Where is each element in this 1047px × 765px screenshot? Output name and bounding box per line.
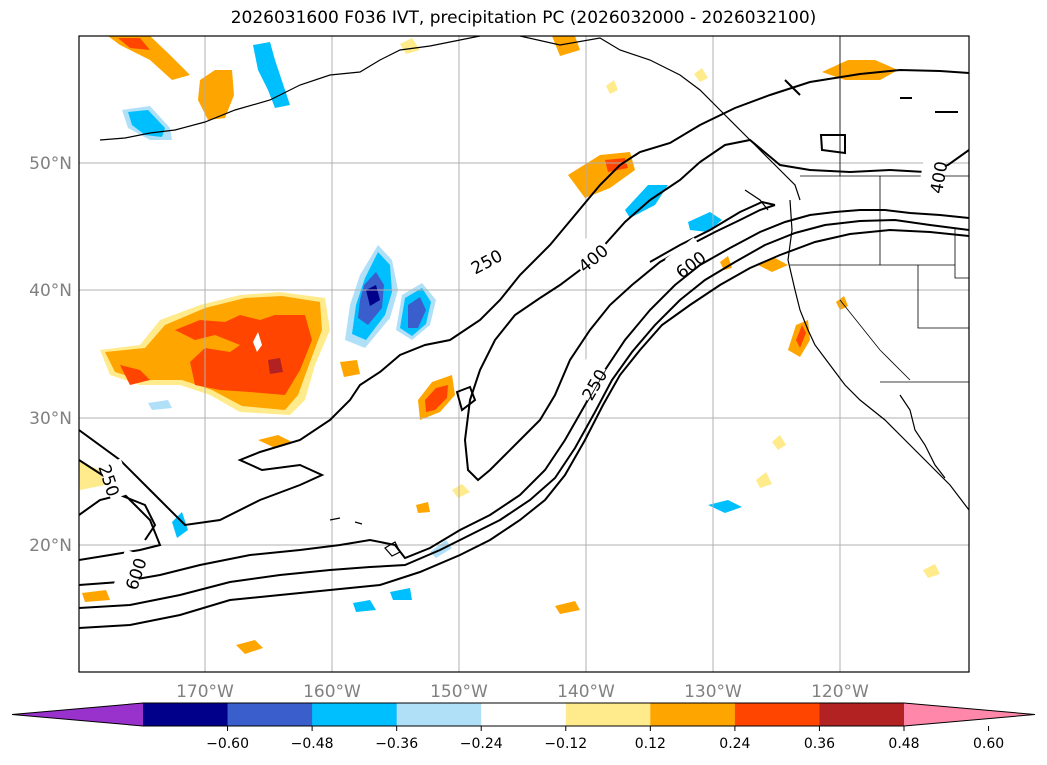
precip-blob-small-56n: [606, 80, 618, 94]
precip-blob-nw: [108, 36, 190, 80]
precip-blob-large-west-hole: [253, 332, 262, 352]
colorbar-segment: [396, 703, 482, 726]
precip-blob-orange-mid: [340, 360, 360, 377]
precip-blob-ne-north: [552, 36, 580, 56]
lon-label-130w: 130°W: [684, 682, 742, 702]
colorbar-tick-label: −0.36: [375, 736, 418, 752]
colorbar-segment: [312, 703, 398, 726]
precip-blob-orange-small-3: [416, 502, 430, 513]
precip-blob-coast-38n-core: [796, 325, 806, 348]
colorbar-segment: [481, 703, 567, 726]
colorbar-segment: [227, 703, 313, 726]
lon-label-160w: 160°W: [303, 682, 361, 702]
precip-blob-blue-n2-core: [128, 110, 165, 137]
lat-label-50n: 50°N: [29, 154, 72, 174]
precip-blob-small-25n: [756, 472, 772, 488]
colorbar-segment: [650, 703, 736, 726]
precip-blob-nw-core: [118, 38, 150, 50]
colorbar: −0.60 −0.48 −0.36 −0.24 −0.12 0.12 0.24 0.36 0.4…: [11, 702, 1036, 752]
precip-blob-blue-23n: [708, 500, 742, 513]
precip-blob-blue-40n-b-3: [408, 297, 426, 328]
precip-blob-blue-small-4: [390, 588, 412, 600]
precip-blob-blue-small-1: [148, 400, 172, 410]
colorbar-extend-max: [904, 703, 1035, 726]
precip-blob-orange-small-2: [452, 484, 470, 498]
colorbar-segment: [734, 703, 820, 726]
precip-blob-orange-small-6: [555, 601, 580, 614]
ivt-contour-600: [79, 209, 969, 586]
lat-label-40n: 40°N: [29, 281, 72, 301]
precip-blob-coast-42n: [758, 258, 788, 272]
colorbar-segment: [819, 703, 905, 726]
map-plot-area: 250 400 600 250 400 250 600: [79, 36, 969, 672]
colorbar-tick-label: −0.12: [544, 736, 587, 752]
ivt-contour-250-inner: [79, 228, 969, 629]
lon-label-120w: 120°W: [811, 682, 869, 702]
ivt-contour-400-outer-close: [649, 200, 776, 263]
precip-blob-blue-small-2: [172, 512, 188, 538]
ivt-contour-west-loop-b: [79, 493, 157, 541]
graticule: [79, 36, 969, 672]
political-borders: [790, 36, 969, 383]
precip-blob-small-57n: [694, 68, 708, 82]
precip-blob-orange-small-4: [82, 590, 110, 602]
precip-blob-nw2: [198, 70, 234, 120]
precip-blob-140w-50n-core: [605, 158, 628, 172]
precip-blob-small-18n: [923, 564, 940, 578]
colorbar-tick-label: −0.24: [460, 736, 503, 752]
colorbar-segment: [565, 703, 651, 726]
precip-blob-small-28n: [772, 435, 786, 450]
precip-blob-large-west-inner: [120, 315, 312, 395]
precip-blob-ne: [822, 60, 898, 80]
colorbar-tick-label: −0.48: [291, 736, 334, 752]
lat-label-20n: 20°N: [29, 536, 72, 556]
ivt-contour-400-outer: [463, 138, 969, 482]
colorbar-tick-label: 0.36: [804, 736, 835, 752]
colorbar-tick-label: −0.60: [206, 736, 249, 752]
colorbar-outline: [11, 702, 1036, 727]
precip-blob-orange-west-edge: [79, 462, 105, 490]
map-frame: [78, 35, 970, 673]
colorbar-tick-label: 0.60: [973, 736, 1004, 752]
latitude-labels: 50°N 40°N 30°N 20°N: [29, 154, 72, 556]
colorbar-extend-min: [12, 703, 143, 726]
lon-label-140w: 140°W: [557, 682, 615, 702]
precip-blob-large-west-dark: [268, 358, 283, 374]
ivt-contour-250-outer: [79, 68, 969, 527]
precip-blob-150w-30n-core: [425, 385, 448, 412]
precip-blob-orange-small-5: [236, 640, 263, 654]
lon-label-150w: 150°W: [430, 682, 488, 702]
precip-blob-blue-n1: [253, 42, 290, 108]
precip-blob-small-40s: [400, 38, 420, 54]
colorbar-segment: [143, 703, 229, 726]
lon-label-170w: 170°W: [176, 682, 234, 702]
colorbar-tick-label: 0.24: [719, 736, 750, 752]
map-title: 2026031600 F036 IVT, precipitation PC (2…: [230, 8, 817, 28]
precip-blob-blue-50n: [625, 185, 668, 218]
ivt-contour-400-inner: [79, 218, 969, 609]
ivt-contours: [79, 68, 969, 629]
colorbar-tick-label: 0.12: [635, 736, 666, 752]
longitude-labels: 170°W 160°W 150°W 140°W 130°W 120°W: [176, 682, 869, 702]
lat-label-30n: 30°N: [29, 409, 72, 429]
colorbar-tick-label: 0.48: [888, 736, 919, 752]
precip-blob-blue-small-3: [353, 600, 376, 612]
